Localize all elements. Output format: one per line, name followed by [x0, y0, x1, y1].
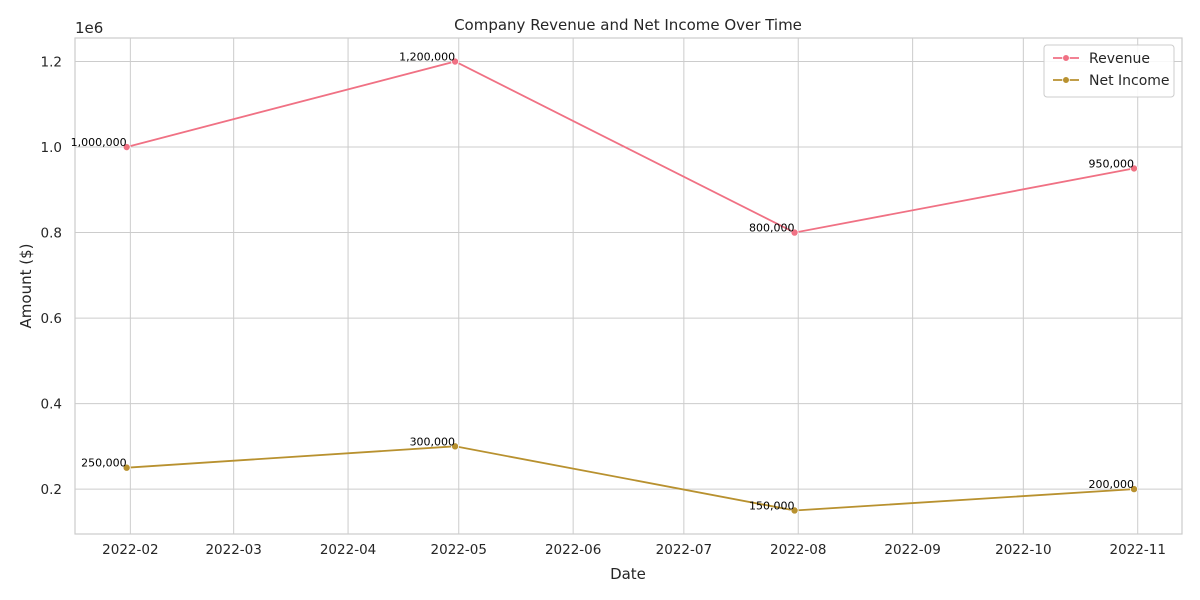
data-point: [790, 506, 799, 515]
data-label: 1,000,000: [71, 136, 127, 149]
x-tick-label: 2022-02: [102, 542, 158, 558]
y-tick-label: 0.8: [41, 226, 62, 242]
data-label: 200,000: [1089, 478, 1135, 491]
legend: Revenue Net Income: [1043, 44, 1175, 98]
x-tick-label: 2022-03: [205, 542, 261, 558]
y-tick-label: 0.2: [41, 482, 62, 498]
series-net-income: 250,000 300,000 150,000 200,000: [81, 435, 1139, 515]
data-point: [122, 143, 131, 152]
data-label: 950,000: [1089, 157, 1135, 170]
y-axis: 0.2 0.4 0.6 0.8 1.0 1.2: [41, 55, 62, 499]
data-point: [122, 463, 131, 472]
legend-label: Net Income: [1089, 73, 1170, 89]
legend-item: Revenue: [1053, 51, 1150, 67]
x-tick-label: 2022-06: [545, 542, 601, 558]
x-tick-label: 2022-09: [884, 542, 940, 558]
y-tick-label: 0.4: [41, 397, 62, 413]
series-line: [126, 445, 1135, 512]
data-label: 800,000: [749, 222, 795, 235]
x-tick-label: 2022-04: [320, 542, 376, 558]
y-tick-label: 1.2: [41, 55, 62, 71]
x-tick-label: 2022-05: [431, 542, 487, 558]
data-point: [1130, 485, 1139, 494]
y-tick-label: 0.6: [41, 311, 62, 327]
y-tick-label: 1.0: [41, 140, 62, 156]
data-point: [1130, 164, 1139, 173]
data-label: 1,200,000: [399, 51, 455, 64]
data-point: [790, 228, 799, 237]
x-axis-label: Date: [610, 565, 646, 583]
legend-marker: [1062, 54, 1070, 62]
chart-title: Company Revenue and Net Income Over Time: [454, 16, 802, 34]
x-tick-label: 2022-08: [770, 542, 826, 558]
x-tick-label: 2022-11: [1110, 542, 1166, 558]
legend-marker: [1062, 76, 1070, 84]
grid-lines: [75, 38, 1182, 534]
x-axis: 2022-02 2022-03 2022-04 2022-05 2022-06 2022-…: [102, 542, 1166, 558]
data-label: 300,000: [410, 435, 456, 448]
series-revenue: 1,000,000 1,200,000 800,000 950,000: [71, 51, 1139, 237]
data-label: 250,000: [81, 457, 127, 470]
x-tick-label: 2022-10: [995, 542, 1051, 558]
y-axis-label: Amount ($): [17, 244, 35, 329]
plot-frame: [74, 37, 1183, 535]
y-axis-offset-label: 1e6: [75, 19, 103, 37]
data-point: [451, 442, 460, 451]
series-line: [126, 60, 1135, 234]
data-label: 150,000: [749, 499, 795, 512]
series-layer: 1,000,000 1,200,000 800,000 950,000 250,000 3…: [71, 51, 1139, 515]
legend-label: Revenue: [1089, 51, 1150, 67]
x-tick-label: 2022-07: [656, 542, 712, 558]
data-point: [451, 57, 460, 66]
legend-item: Net Income: [1053, 73, 1170, 89]
